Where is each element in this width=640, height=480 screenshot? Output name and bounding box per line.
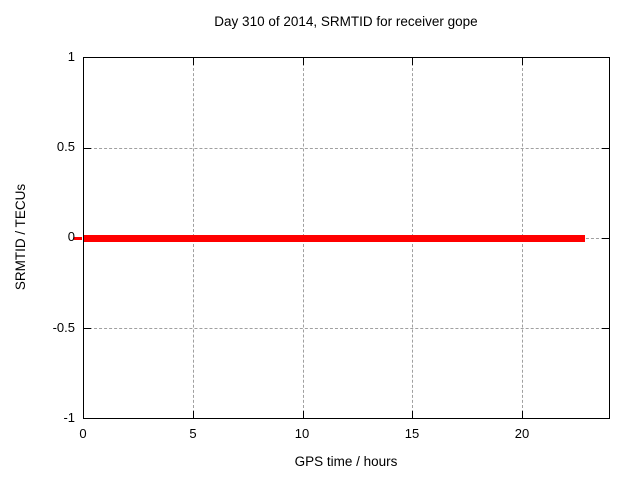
ytick-label-0: 0	[67, 229, 75, 244]
ytick-right-0p5	[602, 148, 609, 149]
xtick-bottom-5	[193, 411, 194, 418]
xtick-label-0: 0	[79, 426, 87, 441]
srmtid-series-line	[84, 235, 585, 242]
xtick-top-15	[412, 58, 413, 65]
xtick-bottom-20	[522, 411, 523, 418]
ytick-label-m1: -1	[63, 410, 75, 425]
plot-area	[74, 57, 610, 419]
xtick-label-5: 5	[189, 426, 197, 441]
gridline-y0p5	[84, 148, 609, 149]
ytick-left-0p5	[84, 148, 91, 149]
xtick-bottom-15	[412, 411, 413, 418]
xtick-label-20: 20	[514, 426, 530, 441]
ytick-label-0p5: 0.5	[56, 139, 75, 154]
xtick-top-5	[193, 58, 194, 65]
ytick-label-m0p5: -0.5	[52, 320, 75, 335]
xtick-label-15: 15	[404, 426, 420, 441]
ytick-right-m0p5	[602, 328, 609, 329]
xtick-top-20	[522, 58, 523, 65]
gridline-ym0p5	[84, 328, 609, 329]
chart-title: Day 310 of 2014, SRMTID for receiver gop…	[214, 14, 478, 29]
srmtid-series-line-start-cap	[74, 237, 82, 240]
xtick-top-10	[303, 58, 304, 65]
ytick-label-1: 1	[67, 49, 75, 64]
ytick-left-m0p5	[84, 328, 91, 329]
xtick-label-10: 10	[294, 426, 310, 441]
x-axis-label: GPS time / hours	[294, 454, 398, 469]
y-axis-label: SRMTID / TECUs	[13, 183, 28, 291]
xtick-bottom-10	[303, 411, 304, 418]
ytick-right-0	[602, 238, 609, 239]
